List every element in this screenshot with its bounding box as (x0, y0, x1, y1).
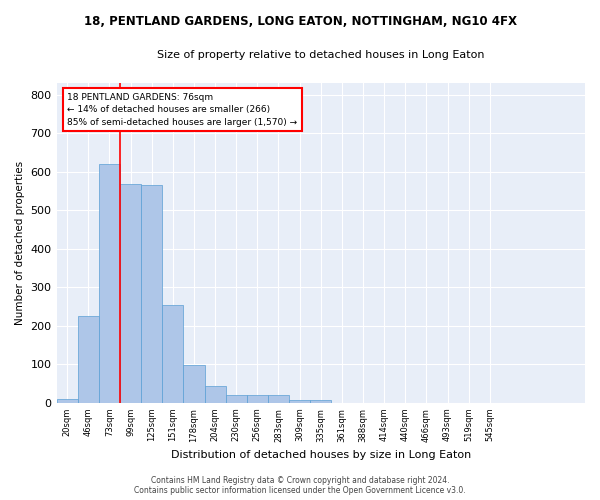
Bar (226, 395, 247, 403)
Bar (268, 395, 289, 403)
Bar (247, 395, 268, 403)
Bar (205, 386, 226, 403)
X-axis label: Distribution of detached houses by size in Long Eaton: Distribution of detached houses by size … (170, 450, 471, 460)
Bar (289, 400, 310, 403)
Bar (141, 185, 162, 403)
Text: 18, PENTLAND GARDENS, LONG EATON, NOTTINGHAM, NG10 4FX: 18, PENTLAND GARDENS, LONG EATON, NOTTIN… (83, 15, 517, 28)
Bar (120, 184, 141, 403)
Bar (162, 306, 184, 403)
Text: Contains HM Land Registry data © Crown copyright and database right 2024.
Contai: Contains HM Land Registry data © Crown c… (134, 476, 466, 495)
Y-axis label: Number of detached properties: Number of detached properties (15, 161, 25, 325)
Bar (310, 400, 331, 403)
Title: Size of property relative to detached houses in Long Eaton: Size of property relative to detached ho… (157, 50, 485, 60)
Bar (56, 399, 77, 403)
Bar (184, 366, 205, 403)
Bar (99, 164, 120, 403)
Bar (77, 316, 99, 403)
Text: 18 PENTLAND GARDENS: 76sqm
← 14% of detached houses are smaller (266)
85% of sem: 18 PENTLAND GARDENS: 76sqm ← 14% of deta… (67, 92, 297, 126)
